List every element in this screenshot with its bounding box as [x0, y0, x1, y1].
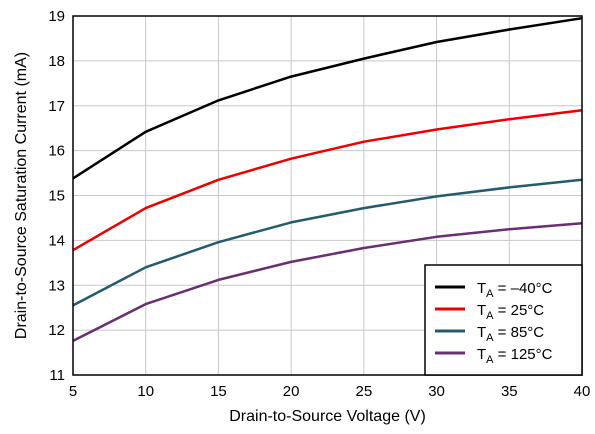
x-tick-label: 40: [574, 383, 591, 400]
series-layer: [72, 16, 583, 343]
legend-label: TA = 125°C: [477, 346, 553, 366]
x-axis-title: Drain-to-Source Voltage (V): [229, 408, 426, 425]
y-tick-label: 15: [48, 188, 65, 205]
series-line-2: [72, 108, 583, 252]
x-tick-label: 30: [428, 383, 445, 400]
x-tick-label: 15: [210, 383, 227, 400]
legend-label: TA = 25°C: [477, 302, 544, 322]
x-tick-label: 25: [356, 383, 373, 400]
y-tick-label: 19: [48, 8, 65, 25]
x-tick-label: 35: [501, 383, 518, 400]
series-line-3: [72, 178, 583, 307]
x-tick-label: 10: [137, 383, 154, 400]
y-tick-label: 13: [48, 277, 65, 294]
y-tick-label: 16: [48, 143, 65, 160]
x-tick-label: 5: [69, 383, 77, 400]
legend-label: TA = 85°C: [477, 324, 544, 344]
y-tick-label: 11: [49, 367, 65, 384]
legend-label: TA = –40°C: [477, 280, 553, 300]
x-tick-label: 20: [283, 383, 300, 400]
legend: TA = –40°CTA = 25°CTA = 85°CTA = 125°C: [424, 264, 583, 376]
legend-box: [424, 264, 583, 376]
series-line-1: [72, 16, 583, 180]
plot-frame: [72, 15, 583, 376]
y-tick-label: 14: [48, 232, 65, 249]
x-tick-labels: 5 10 15 20 25 30 35 40: [69, 383, 591, 400]
y-tick-label: 12: [48, 322, 65, 339]
y-tick-label: 17: [48, 98, 65, 115]
series-line-4: [72, 222, 583, 343]
y-tick-label: 18: [48, 53, 65, 70]
y-tick-labels: 11 12 13 14 15 16 17 18 19: [48, 8, 65, 384]
y-axis-title: Drain-to-Source Saturation Current (mA): [13, 52, 30, 339]
